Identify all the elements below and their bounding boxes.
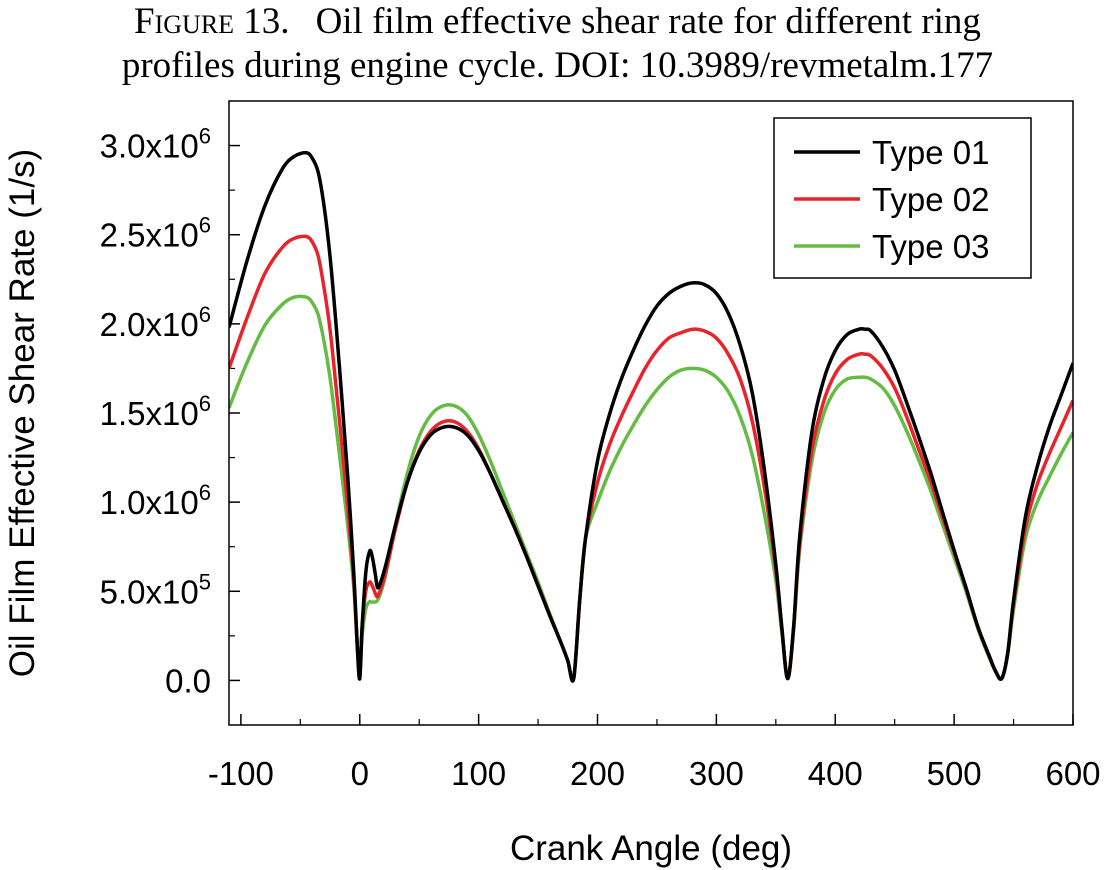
x-tick-label: 500 bbox=[927, 755, 982, 792]
y-tick-label: 0.0 bbox=[165, 662, 211, 699]
x-tick-label: 200 bbox=[570, 755, 625, 792]
figure-label: Figure 13. bbox=[134, 1, 290, 42]
legend: Type 01 Type 02 Type 03 bbox=[773, 117, 1032, 279]
y-tick-label: 1.5x106 bbox=[100, 391, 211, 432]
x-tick-label: 100 bbox=[451, 755, 506, 792]
series-lines bbox=[229, 150, 1073, 683]
x-tick-label: -100 bbox=[208, 755, 274, 792]
y-tick-label: 5.0x105 bbox=[100, 569, 211, 610]
axis-ticks bbox=[229, 144, 1074, 725]
legend-label: Type 01 bbox=[872, 134, 989, 171]
x-tick-label: 300 bbox=[689, 755, 744, 792]
x-tick-label: 0 bbox=[351, 755, 369, 792]
caption-line-2: profiles during engine cycle. DOI: 10.39… bbox=[121, 45, 994, 86]
y-tick-label: 2.0x106 bbox=[100, 302, 211, 343]
y-tick-label: 2.5x106 bbox=[100, 213, 211, 254]
y-tick-label: 3.0x106 bbox=[100, 124, 211, 165]
x-axis-title: Crank Angle (deg) bbox=[510, 829, 792, 868]
legend-label: Type 03 bbox=[872, 228, 989, 265]
x-tick-label: 400 bbox=[808, 755, 863, 792]
plot-frame bbox=[228, 100, 1074, 726]
caption-text-1: Oil film effective shear rate for differ… bbox=[315, 1, 981, 42]
figure-caption: Figure 13. Oil film effective shear rate … bbox=[0, 0, 1115, 88]
x-tick-label: 600 bbox=[1045, 755, 1100, 792]
y-tick-labels: 0.0 5.0x105 1.0x106 1.5x106 2.0x106 2.5x106 3.… bbox=[100, 124, 211, 700]
y-tick-label: 1.0x106 bbox=[100, 480, 211, 521]
y-axis-title: Oil Film Effective Shear Rate (1/s) bbox=[3, 149, 42, 677]
caption-line-1: Figure 13. Oil film effective shear rate … bbox=[0, 0, 1115, 44]
x-tick-labels: -100 0 100 200 300 400 500 600 bbox=[208, 755, 1101, 792]
series-line-type-01 bbox=[229, 150, 1073, 683]
legend-label: Type 02 bbox=[872, 181, 989, 218]
